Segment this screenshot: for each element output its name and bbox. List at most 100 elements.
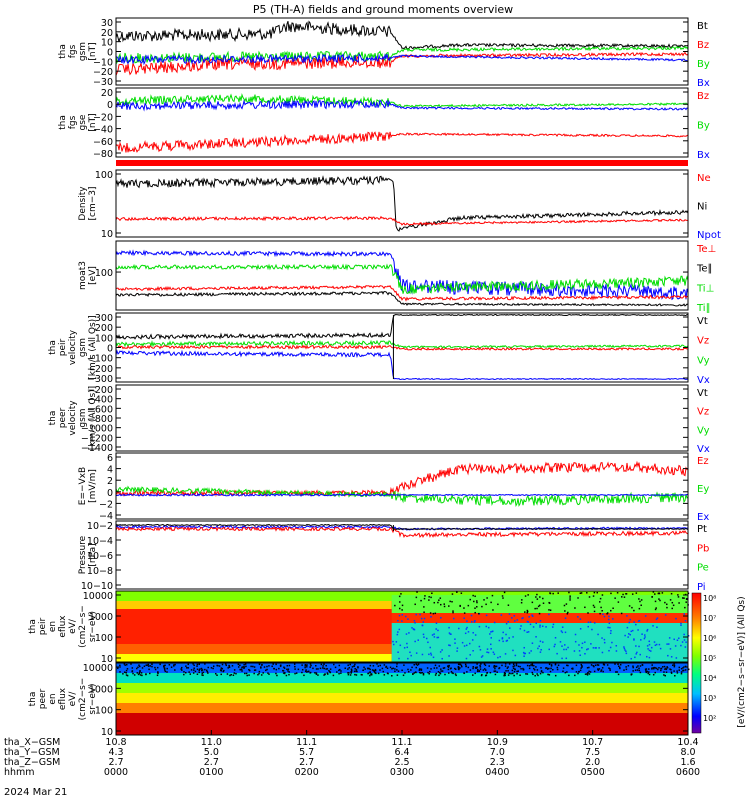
spec-speckle: [275, 672, 277, 675]
spec-speckle: [634, 656, 636, 659]
ylabel-line: fgs: [68, 115, 78, 129]
spec-speckle: [482, 669, 485, 671]
spec-speckle: [374, 671, 376, 674]
spec-speckle: [241, 666, 243, 669]
spec-speckle: [616, 592, 619, 594]
spec-speckle: [675, 617, 677, 620]
spec-speckle: [439, 597, 442, 599]
colorbar-label: [eV/(cm2−s−sr−eV)] (All Qs): [737, 596, 747, 727]
spec-speckle: [647, 672, 649, 675]
spec-speckle: [609, 626, 611, 629]
spec-speckle: [139, 671, 141, 673]
spec-speckle: [417, 663, 420, 666]
spec-speckle: [599, 612, 601, 615]
spec-speckle: [349, 674, 352, 676]
spec-speckle: [449, 644, 451, 647]
panel-p8: 10−2 10−4 10−6 10−8 10−10 Pressure [nPa] Pt Pb Pe…: [78, 520, 709, 593]
spec-speckle: [406, 642, 408, 645]
spec-speckle: [448, 605, 450, 607]
spec-speckle: [498, 639, 501, 642]
spec-speckle: [610, 630, 612, 632]
spec-speckle: [181, 669, 183, 671]
spec-speckle: [539, 640, 542, 643]
spec-speckle: [485, 674, 488, 676]
ytick-label: −30: [93, 77, 113, 88]
series-pb: [115, 526, 689, 539]
spec-speckle: [581, 665, 583, 667]
spec-speckle: [504, 665, 507, 667]
spec-speckle: [434, 612, 437, 615]
spec-speckle: [474, 634, 477, 636]
spec-speckle: [383, 674, 386, 676]
spec-speckle: [614, 663, 616, 665]
spec-speckle: [452, 610, 454, 612]
ylabel-line: (cm2−s−: [78, 605, 88, 648]
spec-speckle: [125, 663, 128, 666]
spec-speckle: [637, 665, 639, 667]
spec-speckle: [549, 609, 552, 611]
spec-speckle: [637, 620, 640, 622]
spec-speckle: [338, 664, 341, 667]
spec-speckle: [601, 651, 604, 654]
spec-speckle: [401, 614, 404, 616]
spec-speckle: [636, 669, 639, 671]
spec-speckle: [644, 668, 647, 671]
spec-speckle: [503, 671, 506, 674]
spec-speckle: [283, 666, 285, 669]
spec-speckle: [514, 654, 517, 657]
xaxis-value: 0100: [199, 767, 223, 778]
spec-speckle: [529, 623, 532, 626]
spec-speckle: [334, 666, 337, 669]
spec-speckle: [596, 591, 599, 594]
spec-speckle: [373, 670, 376, 672]
spec-speckle: [304, 664, 307, 666]
spec-speckle: [525, 673, 527, 675]
spec-speckle: [131, 670, 134, 672]
xaxis-value: 0300: [390, 767, 414, 778]
ytick-label: 300: [95, 313, 113, 324]
date-label: 2024 Mar 21: [4, 787, 67, 798]
spec-speckle: [130, 663, 132, 665]
spec-speckle: [628, 633, 630, 635]
spec-speckle: [268, 665, 270, 667]
spec-speckle: [580, 663, 583, 666]
spec-speckle: [542, 597, 544, 600]
spec-speckle: [542, 602, 545, 604]
spec-speckle: [140, 672, 143, 674]
spec-speckle: [421, 624, 424, 627]
spec-speckle: [354, 673, 356, 676]
spec-speckle: [369, 668, 371, 671]
spec-speckle: [198, 663, 201, 666]
spec-speckle: [216, 664, 218, 667]
spec-speckle: [391, 668, 393, 670]
spec-speckle: [435, 672, 437, 675]
spec-speckle: [472, 666, 475, 668]
spec-speckle: [467, 604, 470, 607]
spec-speckle: [652, 673, 655, 676]
spec-speckle: [138, 672, 141, 675]
spec-speckle: [180, 666, 183, 669]
spec-speckle: [486, 648, 489, 650]
spec-speckle: [451, 593, 454, 595]
spec-speckle: [550, 665, 553, 667]
spec-speckle: [463, 612, 466, 614]
spec-speckle: [301, 664, 303, 666]
spec-speckle: [398, 614, 401, 617]
ylabel-line: sr−eV): [88, 611, 98, 642]
spec-speckle: [452, 672, 454, 675]
spec-speckle: [367, 667, 369, 670]
ylabel-line: tha: [48, 340, 58, 355]
spec-speckle: [675, 657, 678, 659]
spec-speckle: [328, 669, 330, 672]
spec-speckle: [473, 620, 476, 622]
spec-speckle: [684, 665, 687, 668]
spec-speckle: [569, 599, 571, 601]
spec-speckle: [530, 650, 532, 652]
ytick-label: 1000: [89, 612, 113, 623]
spec-speckle: [260, 667, 262, 669]
spec-speckle: [473, 621, 476, 623]
spec-speckle: [666, 606, 668, 609]
spec-speckle: [496, 671, 498, 673]
